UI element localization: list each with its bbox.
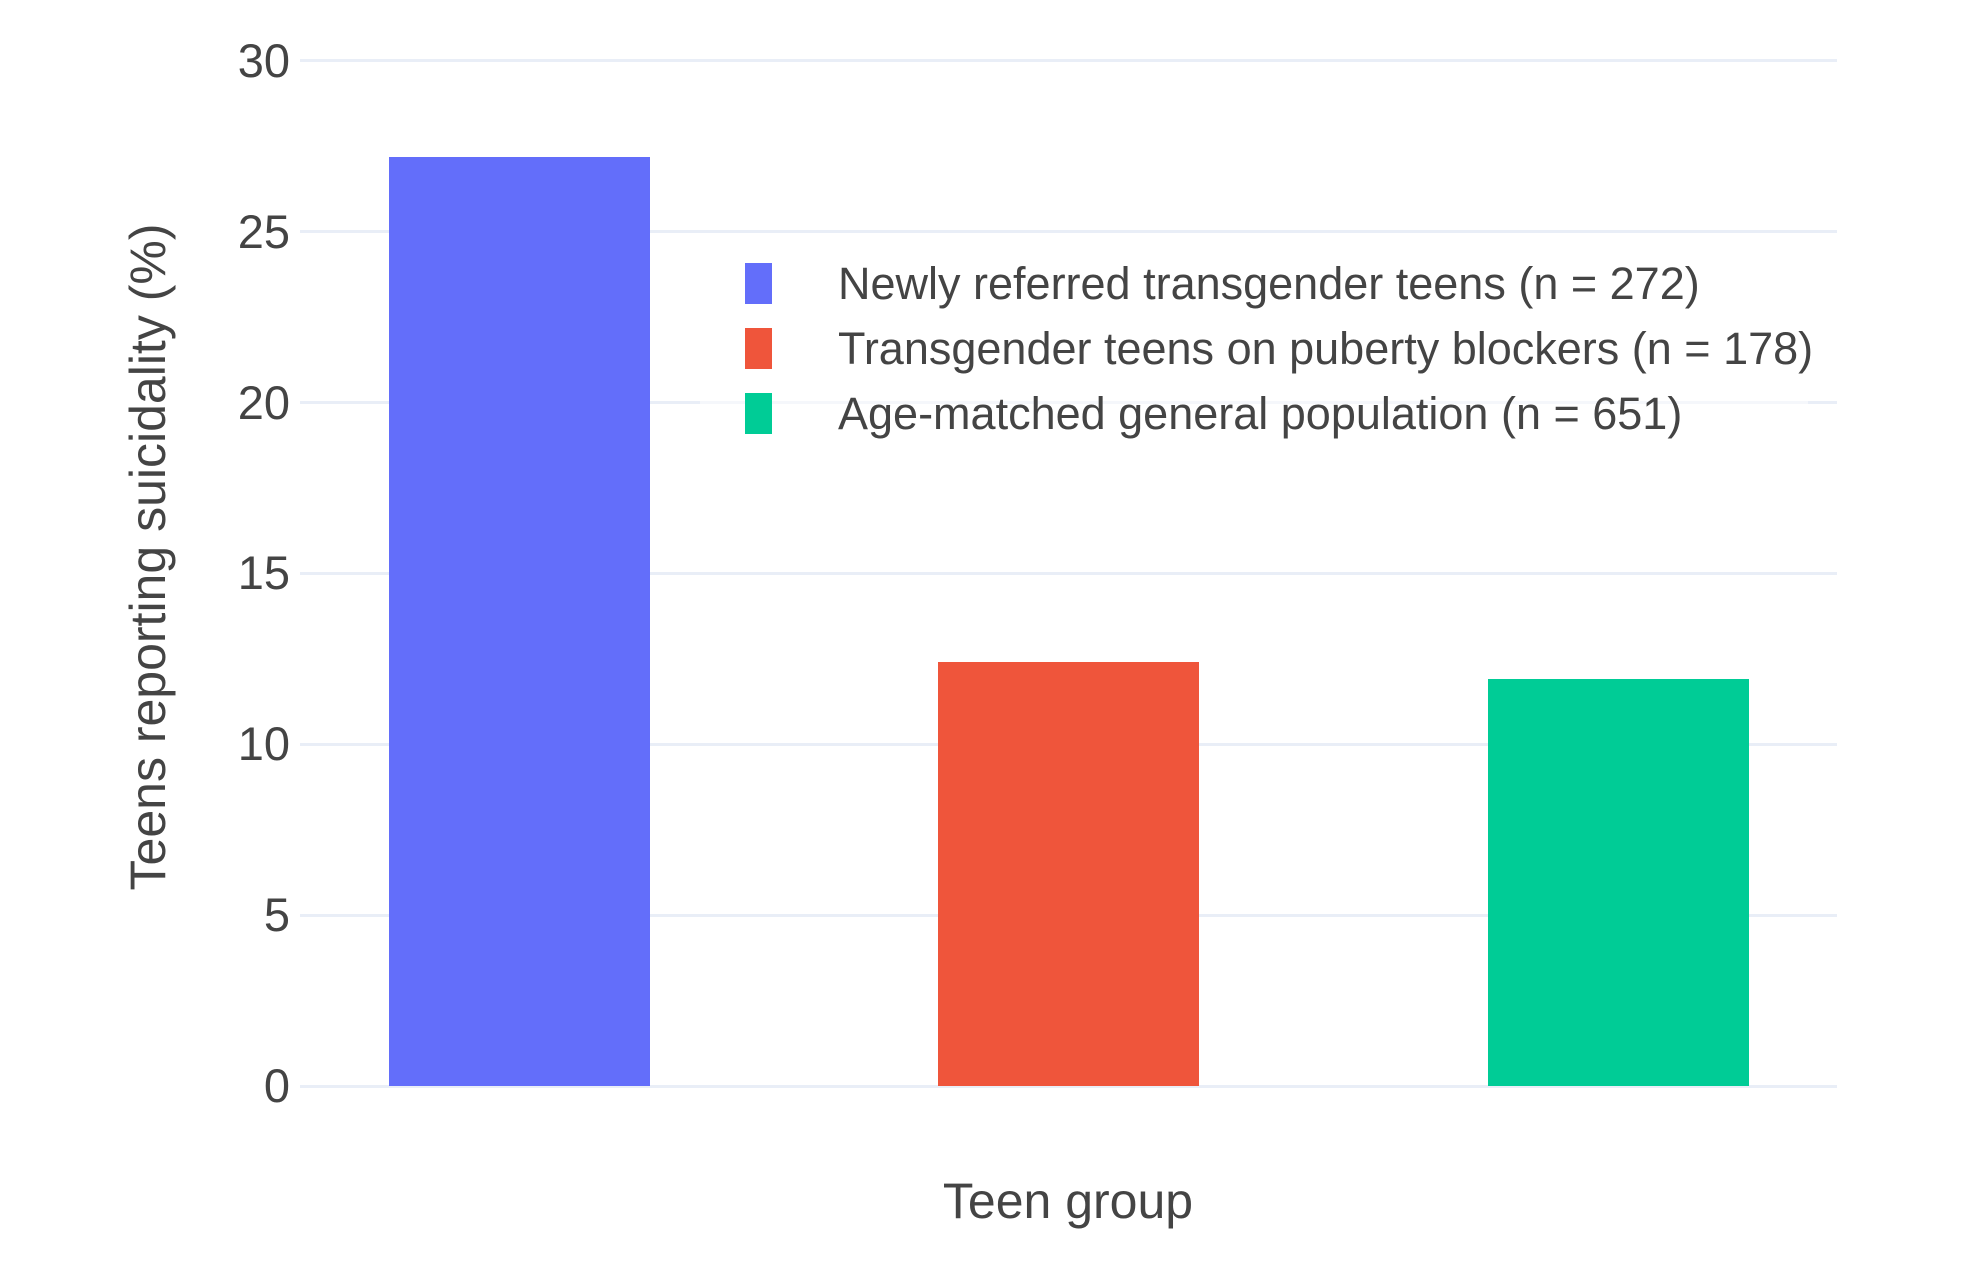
y-tick-label: 10 [237, 717, 290, 771]
legend-item[interactable]: Transgender teens on puberty blockers (n… [745, 323, 1813, 374]
legend-label: Newly referred transgender teens (n = 27… [838, 257, 1700, 309]
y-tick-label: 0 [263, 1059, 290, 1112]
legend-background [700, 238, 1808, 456]
legend-label: Age-matched general population (n = 651) [838, 387, 1683, 439]
legend-label: Transgender teens on puberty blockers (n… [838, 322, 1814, 374]
y-tick-label: 25 [237, 204, 290, 258]
legend: Newly referred transgender teens (n = 27… [745, 258, 1813, 458]
legend-swatch [745, 393, 772, 434]
y-tick-label: 15 [237, 546, 290, 600]
y-axis-title: Teens reporting suicidality (%) [120, 223, 176, 891]
gridline [300, 59, 1837, 63]
gridline [300, 571, 1837, 575]
legend-swatch [745, 328, 772, 369]
bar[interactable] [938, 662, 1200, 1086]
y-tick-label: 30 [237, 33, 290, 87]
bar[interactable] [1487, 679, 1749, 1086]
legend-item[interactable]: Newly referred transgender teens (n = 27… [745, 258, 1813, 309]
bar[interactable] [389, 156, 650, 1086]
legend-swatch [745, 263, 772, 304]
gridline [300, 1084, 1837, 1088]
gridline [300, 230, 1837, 234]
legend-item[interactable]: Age-matched general population (n = 651) [745, 388, 1813, 439]
x-axis-title: Teen group [942, 1173, 1194, 1229]
y-tick-label: 20 [237, 375, 290, 429]
y-tick-label: 5 [263, 888, 290, 942]
